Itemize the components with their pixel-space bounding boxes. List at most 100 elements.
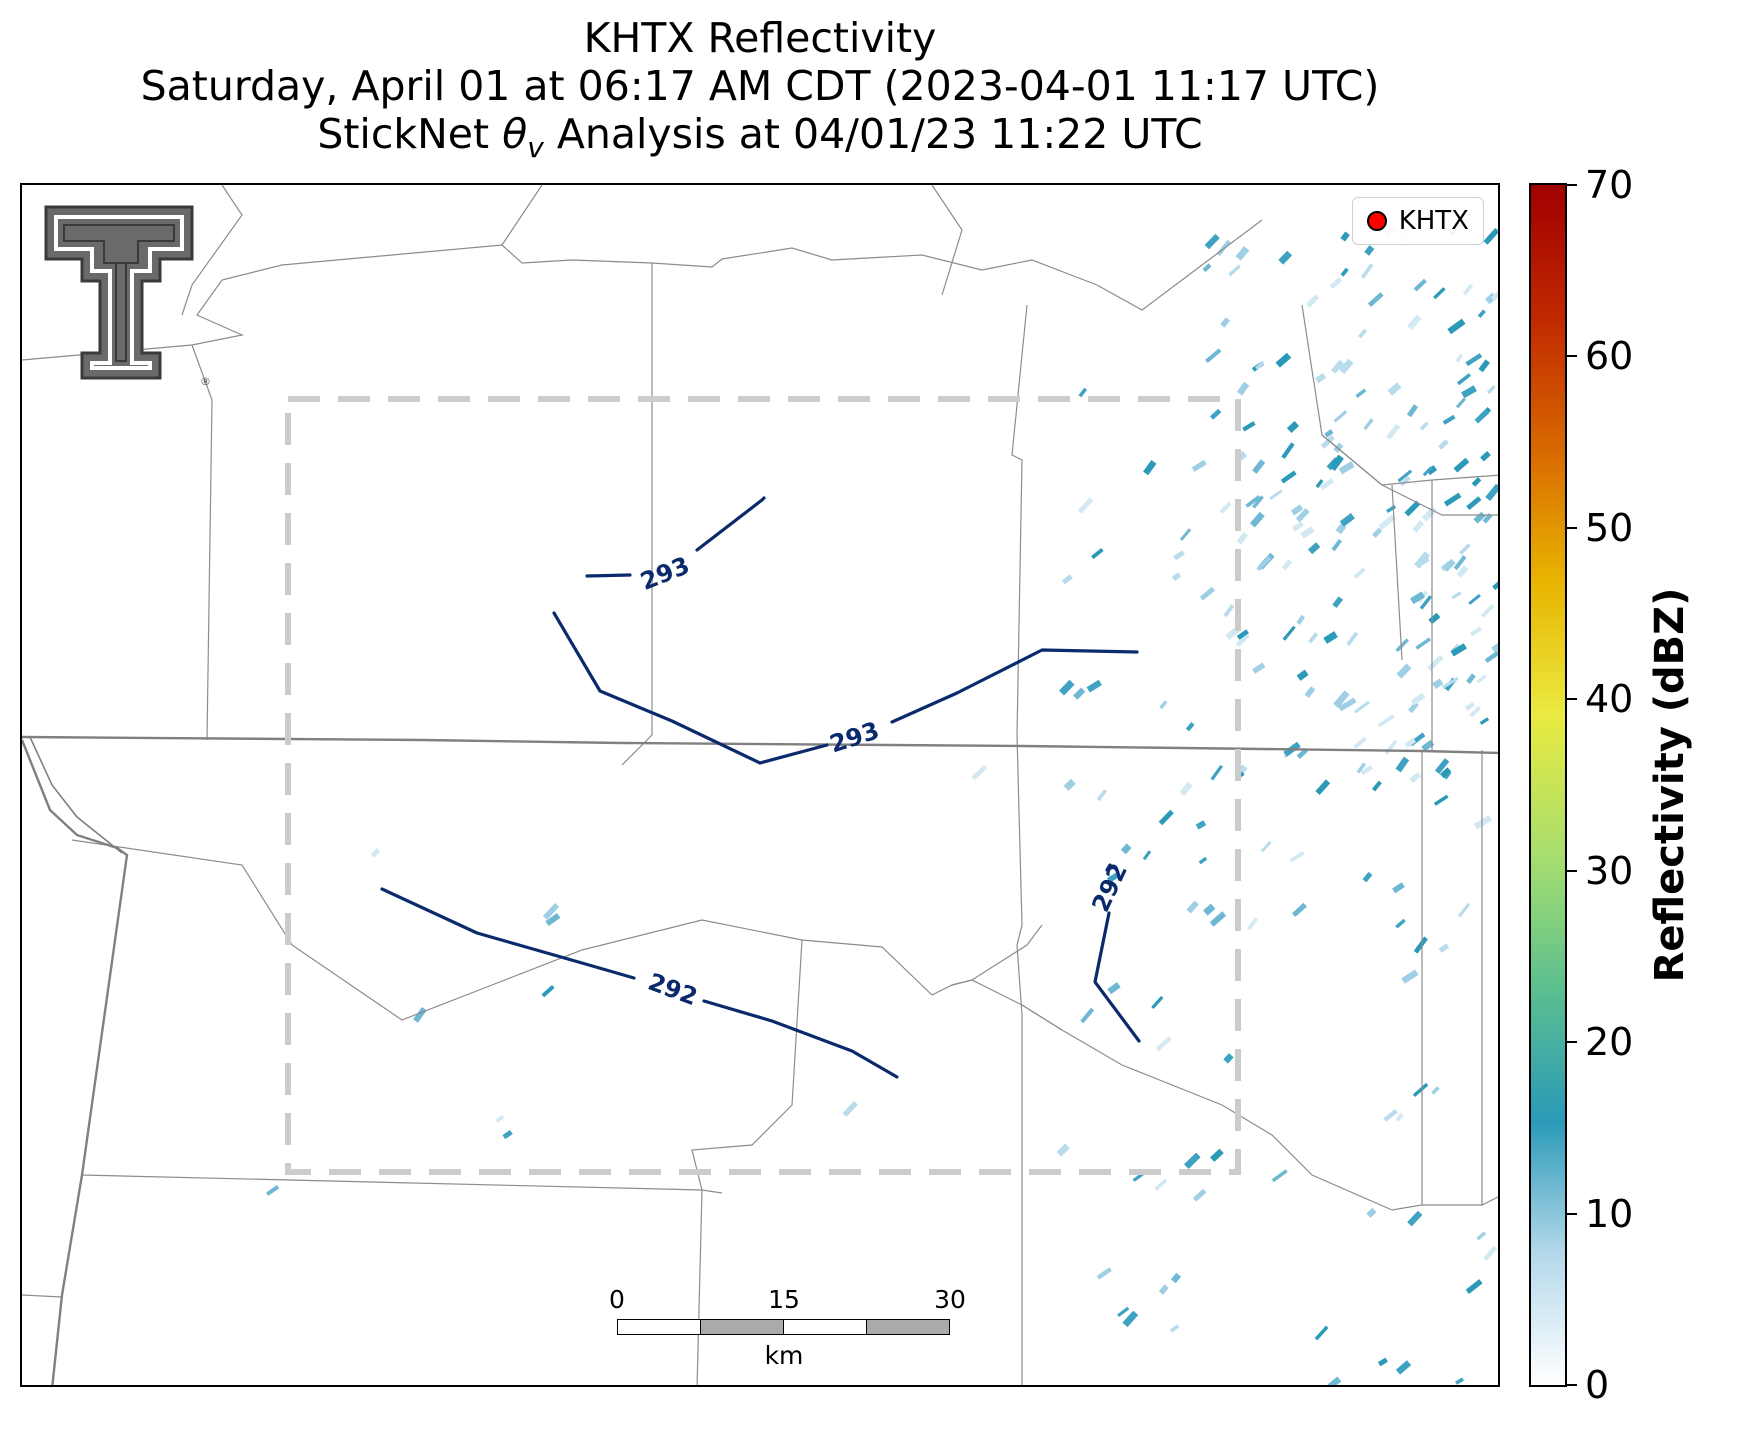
radar-echo [1158, 1284, 1169, 1295]
figure-title: KHTX Reflectivity Saturday, April 01 at … [20, 14, 1500, 172]
colorbar-tick-label: 60 [1585, 334, 1634, 379]
radar-echo [1338, 697, 1357, 712]
colorbar-tick-mark [1567, 698, 1577, 701]
radar-echo [541, 985, 555, 998]
radar-echo [1242, 421, 1256, 432]
radar-echo [1186, 900, 1199, 914]
radar-echo [1184, 1152, 1201, 1169]
title-analysis: StickNet θv Analysis at 04/01/23 11:22 U… [20, 110, 1500, 172]
radar-echo [1367, 292, 1384, 307]
colorbar-tick-10: 10 [1567, 1192, 1633, 1236]
colorbar-tick-mark [1567, 1212, 1577, 1215]
radar-echo [1482, 513, 1493, 524]
radar-echo [1295, 508, 1310, 523]
legend: KHTX [1351, 197, 1484, 245]
radar-echo [1210, 1148, 1224, 1162]
radar-echo [1091, 548, 1104, 560]
radar-echo [1340, 231, 1350, 242]
radar-echo [1195, 820, 1207, 830]
radar-echo [1447, 318, 1466, 335]
map-panel[interactable]: 293 293 292 292 ® KHTX 0 15 30 [20, 183, 1500, 1387]
radar-echo [1192, 1188, 1207, 1202]
radar-echo [1210, 764, 1223, 781]
radar-echo [1308, 632, 1319, 644]
radar-echo [1286, 421, 1300, 433]
radar-echo [1478, 359, 1490, 373]
contour-292-south-left [380, 887, 636, 980]
radar-echo [1353, 567, 1366, 579]
radar-echo [1304, 686, 1316, 698]
radar-site-dot-icon [1366, 211, 1387, 231]
radar-echo [1443, 770, 1452, 780]
radar-echo [1204, 233, 1220, 250]
colorbar-tick-label: 40 [1585, 677, 1634, 722]
radar-echo [1169, 1324, 1180, 1333]
radar-echo [1442, 558, 1456, 572]
radar-echo [1203, 903, 1216, 916]
radar-echo [1245, 495, 1261, 508]
colorbar-tick-label: 10 [1585, 1191, 1634, 1236]
radar-echo [1338, 358, 1354, 374]
radar-echo [1492, 580, 1498, 591]
scale-segment-4 [866, 1319, 950, 1335]
radar-echo [1404, 737, 1416, 748]
radar-echo [1269, 489, 1283, 501]
radar-echo [1453, 555, 1467, 571]
radar-echo [1205, 348, 1222, 364]
radar-echo [1252, 459, 1266, 474]
colorbar-tick-mark [1567, 526, 1577, 529]
radar-echo [1360, 765, 1373, 775]
state-boundaries [22, 735, 1498, 1385]
radar-echo [1281, 442, 1295, 459]
radar-echo [1209, 911, 1227, 927]
radar-echo [1433, 794, 1449, 806]
radar-echo [1412, 520, 1424, 533]
map-canvas: 293 293 292 292 [22, 185, 1498, 1385]
radar-echo [1329, 277, 1343, 289]
radar-echo [1236, 532, 1249, 545]
radar-echo [1455, 353, 1464, 363]
radar-echo [1314, 1325, 1329, 1341]
radar-echo [1378, 514, 1396, 531]
radar-echo [1421, 739, 1435, 752]
radar-echo [1461, 385, 1477, 399]
radar-echo [1431, 1086, 1440, 1095]
radar-echo [1433, 287, 1446, 300]
radar-echo [971, 764, 988, 781]
state-boundary-inner [29, 736, 123, 854]
radar-echo [1455, 1377, 1464, 1385]
radar-echo [1357, 328, 1368, 339]
contour-293-middle-left [552, 611, 829, 765]
contour-292-east-lower [1093, 911, 1141, 1043]
theta-symbol: θ [502, 110, 528, 158]
radar-echo [1170, 1272, 1182, 1284]
radar-echo [1458, 902, 1471, 918]
radar-echo [1202, 263, 1212, 273]
radar-echo [1364, 245, 1375, 256]
radar-echo [1331, 538, 1343, 552]
colorbar-tick-mark [1567, 184, 1577, 186]
radar-echo [1275, 352, 1292, 368]
scale-tick-0: 0 [609, 1285, 625, 1314]
radar-echo [1315, 479, 1324, 489]
radar-echo [842, 1101, 858, 1118]
radar-echo [1362, 871, 1373, 883]
radar-echo [1432, 678, 1444, 690]
radar-echo [1173, 550, 1185, 561]
colorbar-tick-0: 0 [1567, 1363, 1609, 1407]
radar-echo [1419, 421, 1429, 431]
reflectivity-colorbar [1529, 183, 1567, 1387]
radar-echo [1396, 663, 1412, 679]
radar-echo [1249, 511, 1265, 528]
radar-echo [1406, 404, 1419, 418]
radar-echo [1106, 872, 1120, 883]
radar-echo [1191, 459, 1207, 472]
radar-echo [1220, 317, 1231, 328]
radar-echo [1404, 500, 1421, 517]
radar-echo [1154, 1178, 1168, 1191]
radar-echo [1179, 528, 1192, 541]
radar-echo [1080, 1007, 1095, 1024]
radar-echo [1479, 717, 1490, 725]
scale-segment-3 [783, 1319, 867, 1335]
radar-echo [1315, 372, 1327, 384]
